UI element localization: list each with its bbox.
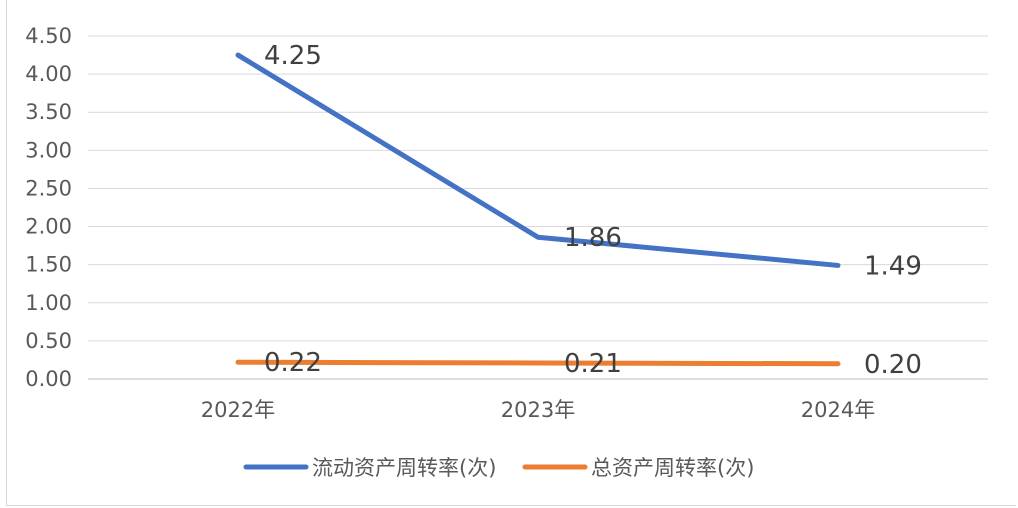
x-axis-ticks: 2022年 2023年 2024年 xyxy=(201,398,875,422)
data-label: 1.49 xyxy=(864,251,922,281)
y-tick-label: 2.00 xyxy=(25,215,72,239)
data-label: 4.25 xyxy=(264,41,322,71)
y-axis-ticks: 0.00 0.50 1.00 1.50 2.00 2.50 3.00 3.50 4.00 4.50 xyxy=(25,24,72,391)
x-tick-label: 2024年 xyxy=(801,398,875,422)
y-tick-label: 2.50 xyxy=(25,176,72,200)
series-lines xyxy=(235,52,841,367)
legend-label-1: 流动资产周转率(次) xyxy=(312,456,496,480)
data-label: 1.86 xyxy=(564,223,622,253)
series-line-1 xyxy=(235,52,841,268)
chart-frame xyxy=(6,0,1016,506)
data-label: 0.21 xyxy=(564,349,622,379)
y-tick-label: 4.50 xyxy=(25,24,72,48)
y-tick-label: 0.50 xyxy=(25,329,72,353)
legend: 流动资产周转率(次) 总资产周转率(次) xyxy=(243,456,754,480)
x-tick-label: 2023年 xyxy=(501,398,575,422)
x-tick-label: 2022年 xyxy=(201,398,275,422)
y-tick-label: 1.00 xyxy=(25,291,72,315)
y-tick-label: 0.00 xyxy=(25,367,72,391)
data-labels: 4.25 1.86 1.49 0.22 0.21 0.20 xyxy=(264,41,922,380)
y-tick-label: 3.50 xyxy=(25,100,72,124)
data-label: 0.20 xyxy=(864,350,922,380)
gridlines xyxy=(88,35,988,380)
y-tick-label: 1.50 xyxy=(25,253,72,277)
y-tick-label: 4.00 xyxy=(25,62,72,86)
legend-label-2: 总资产周转率(次) xyxy=(591,456,754,480)
y-tick-label: 3.00 xyxy=(25,138,72,162)
data-label: 0.22 xyxy=(264,348,322,378)
